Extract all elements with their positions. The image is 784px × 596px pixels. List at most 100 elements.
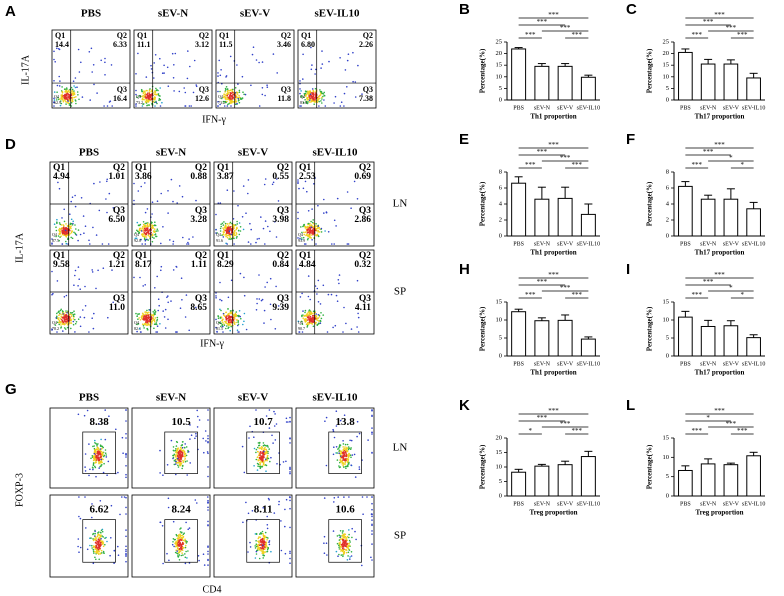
event-dot — [261, 451, 263, 453]
event-dot — [198, 560, 200, 562]
event-dot — [160, 243, 162, 245]
event-dot — [65, 90, 67, 92]
event-dot — [222, 318, 224, 320]
event-dot — [67, 225, 69, 227]
event-dot — [257, 469, 259, 471]
significance-label: *** — [525, 31, 536, 39]
significance-label: *** — [692, 31, 703, 39]
event-dot — [145, 317, 147, 319]
quadrant-value: 3.12 — [195, 40, 209, 49]
significance-label: *** — [703, 18, 714, 26]
event-dot — [145, 212, 147, 214]
event-dot — [239, 97, 241, 99]
event-dot — [59, 85, 61, 87]
event-dot — [307, 322, 309, 324]
event-dot — [228, 225, 230, 227]
event-dot — [71, 232, 73, 234]
event-dot — [345, 444, 347, 446]
event-dot — [347, 555, 349, 557]
x-tick-label: PBS — [680, 501, 691, 507]
event-dot — [62, 94, 64, 96]
event-dot — [95, 461, 97, 463]
event-dot — [63, 225, 65, 227]
event-dot — [69, 233, 71, 235]
event-dot — [103, 552, 105, 554]
event-dot — [264, 551, 266, 553]
event-dot — [184, 553, 186, 555]
event-dot — [147, 226, 149, 228]
y-tick-label: 6 — [499, 184, 503, 191]
event-dot — [148, 233, 150, 235]
event-dot — [259, 465, 261, 467]
event-dot — [263, 462, 265, 464]
event-dot — [62, 92, 64, 94]
event-dot — [99, 466, 101, 468]
event-dot — [184, 458, 186, 460]
bar — [558, 198, 572, 236]
event-dot — [177, 547, 179, 549]
quadrant-value: 8.65 — [190, 303, 207, 313]
event-dot — [259, 547, 261, 549]
event-dot — [289, 471, 291, 473]
event-dot — [319, 228, 321, 230]
event-dot — [349, 541, 351, 543]
event-dot — [312, 88, 314, 90]
event-dot — [236, 311, 238, 313]
event-dot — [256, 449, 258, 451]
event-dot — [65, 98, 67, 100]
event-dot — [152, 227, 154, 229]
event-dot — [242, 324, 244, 326]
y-tick-label: 10 — [496, 316, 503, 323]
event-dot — [303, 234, 305, 236]
event-dot — [97, 447, 99, 449]
event-dot — [84, 317, 86, 319]
event-dot — [351, 551, 353, 553]
event-dot — [93, 328, 95, 330]
quadrant-label: Q4 — [134, 232, 139, 237]
event-dot — [224, 96, 226, 98]
event-dot — [87, 549, 89, 551]
event-dot — [331, 243, 333, 245]
event-dot — [74, 195, 76, 197]
event-dot — [176, 541, 178, 543]
event-dot — [178, 556, 180, 558]
event-dot — [159, 522, 161, 524]
event-dot — [154, 319, 156, 321]
event-dot — [96, 545, 98, 547]
event-dot — [166, 553, 168, 555]
event-dot — [125, 409, 127, 411]
event-dot — [93, 457, 95, 459]
event-dot — [287, 421, 289, 423]
event-dot — [325, 105, 327, 107]
event-dot — [189, 462, 191, 464]
event-dot — [333, 446, 335, 448]
event-dot — [197, 416, 199, 418]
event-dot — [157, 325, 159, 327]
flow-plot: Q19.58Q21.21Q311.0Q478.2 — [50, 250, 128, 334]
event-dot — [270, 319, 272, 321]
event-dot — [95, 458, 97, 460]
event-dot — [179, 91, 181, 93]
event-dot — [55, 226, 57, 228]
event-dot — [197, 426, 199, 428]
quadrant-value: 8.17 — [135, 260, 152, 270]
event-dot — [312, 99, 314, 101]
event-dot — [182, 237, 184, 239]
event-dot — [307, 315, 309, 317]
event-dot — [185, 316, 187, 318]
event-dot — [176, 550, 178, 552]
event-dot — [143, 90, 145, 92]
panel-letter: C — [626, 1, 637, 18]
event-dot — [323, 199, 325, 201]
event-dot — [245, 502, 247, 504]
event-dot — [207, 502, 209, 504]
x-tick-label: sEV-N — [534, 361, 551, 367]
event-dot — [139, 277, 141, 279]
event-dot — [79, 71, 81, 73]
event-dot — [101, 459, 103, 461]
event-dot — [312, 96, 314, 98]
event-dot — [121, 496, 123, 498]
event-dot — [313, 326, 315, 328]
event-dot — [172, 544, 174, 546]
event-dot — [306, 323, 308, 325]
